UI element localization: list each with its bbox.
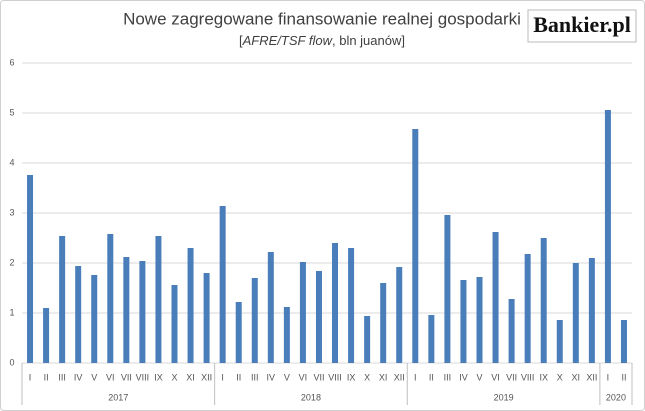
bar: [267, 252, 274, 363]
x-tick-label: X: [557, 372, 563, 382]
bar: [187, 248, 194, 363]
bar: [588, 258, 595, 363]
y-tick-label: 0: [9, 357, 14, 367]
bar: [556, 320, 563, 363]
bar: [107, 234, 114, 363]
x-tick-label: IX: [347, 372, 356, 382]
bar: [203, 273, 210, 363]
y-tick-label: 1: [9, 307, 14, 317]
x-tick-label: I: [414, 372, 417, 382]
chart-title: Nowe zagregowane finansowanie realnej go…: [123, 9, 521, 28]
bar: [43, 308, 50, 363]
x-tick-label: IV: [74, 372, 83, 382]
chart-subtitle: [AFRE/TSF flow, bln juanów]: [239, 33, 405, 48]
bar: [524, 254, 531, 363]
x-tick-label: V: [91, 372, 97, 382]
group-label: 2020: [606, 392, 626, 402]
bar: [59, 236, 66, 363]
bar: [476, 277, 483, 363]
bar: [604, 110, 611, 363]
x-tick-label: VI: [106, 372, 115, 382]
x-tick-label: VIII: [328, 372, 342, 382]
x-tick-label: I: [607, 372, 610, 382]
x-tick-label: XII: [586, 372, 597, 382]
bar: [315, 271, 322, 363]
bar: [91, 275, 98, 363]
group-label: 2018: [301, 392, 321, 402]
bar: [75, 266, 82, 363]
x-tick-label: V: [476, 372, 482, 382]
bar: [139, 261, 146, 363]
bar: [171, 285, 178, 363]
logo: Bankier.pl: [533, 12, 631, 37]
bar: [283, 307, 290, 363]
x-tick-label: III: [444, 372, 452, 382]
x-tick-label: I: [221, 372, 224, 382]
x-tick-label: II: [236, 372, 241, 382]
x-tick-label: VII: [313, 372, 324, 382]
bar: [380, 283, 387, 363]
y-tick-label: 4: [9, 157, 14, 167]
x-tick-label: III: [251, 372, 259, 382]
bar: [155, 236, 162, 363]
bar: [540, 238, 547, 363]
bar: [364, 316, 371, 363]
bar: [572, 263, 579, 363]
bar: [620, 320, 627, 363]
x-tick-label: XII: [201, 372, 212, 382]
bar: [396, 267, 403, 363]
group-label: 2017: [108, 392, 128, 402]
bar: [444, 215, 451, 363]
x-tick-label: II: [429, 372, 434, 382]
y-tick-label: 6: [9, 57, 14, 67]
y-tick-label: 2: [9, 257, 14, 267]
x-tick-label: IV: [267, 372, 276, 382]
x-tick-label: VI: [491, 372, 500, 382]
x-tick-label: V: [284, 372, 290, 382]
x-tick-label: VIII: [521, 372, 535, 382]
subtitle-part: , bln juanów]: [332, 33, 405, 48]
x-tick-label: II: [44, 372, 49, 382]
x-tick-label: III: [58, 372, 66, 382]
bar: [332, 243, 339, 363]
x-tick-label: XI: [186, 372, 195, 382]
x-tick-label: IV: [459, 372, 468, 382]
x-tick-label: II: [621, 372, 626, 382]
bar: [508, 299, 515, 363]
y-tick-label: 5: [9, 107, 14, 117]
bar: [27, 175, 34, 363]
bar: [412, 129, 419, 363]
y-tick-label: 3: [9, 207, 14, 217]
x-tick-label: X: [171, 372, 177, 382]
x-tick-label: VII: [121, 372, 132, 382]
x-tick-label: VIII: [136, 372, 150, 382]
bar: [251, 278, 258, 363]
logo-box: [527, 9, 637, 43]
bar: [219, 206, 226, 363]
x-tick-label: XI: [572, 372, 581, 382]
x-tick-label: I: [29, 372, 32, 382]
bar: [123, 257, 130, 363]
x-tick-label: VII: [506, 372, 517, 382]
bar: [428, 315, 435, 363]
bar: [299, 262, 306, 363]
subtitle-part: [: [239, 33, 243, 48]
group-label: 2019: [494, 392, 514, 402]
subtitle-part: AFRE/TSF flow: [242, 33, 334, 48]
bar: [235, 302, 242, 363]
x-tick-label: XI: [379, 372, 388, 382]
x-tick-label: X: [364, 372, 370, 382]
x-tick-label: VI: [299, 372, 308, 382]
bar: [348, 248, 355, 363]
bar: [460, 280, 467, 363]
bar: [492, 232, 499, 363]
x-tick-label: IX: [154, 372, 163, 382]
x-tick-label: IX: [539, 372, 548, 382]
x-tick-label: XII: [394, 372, 405, 382]
